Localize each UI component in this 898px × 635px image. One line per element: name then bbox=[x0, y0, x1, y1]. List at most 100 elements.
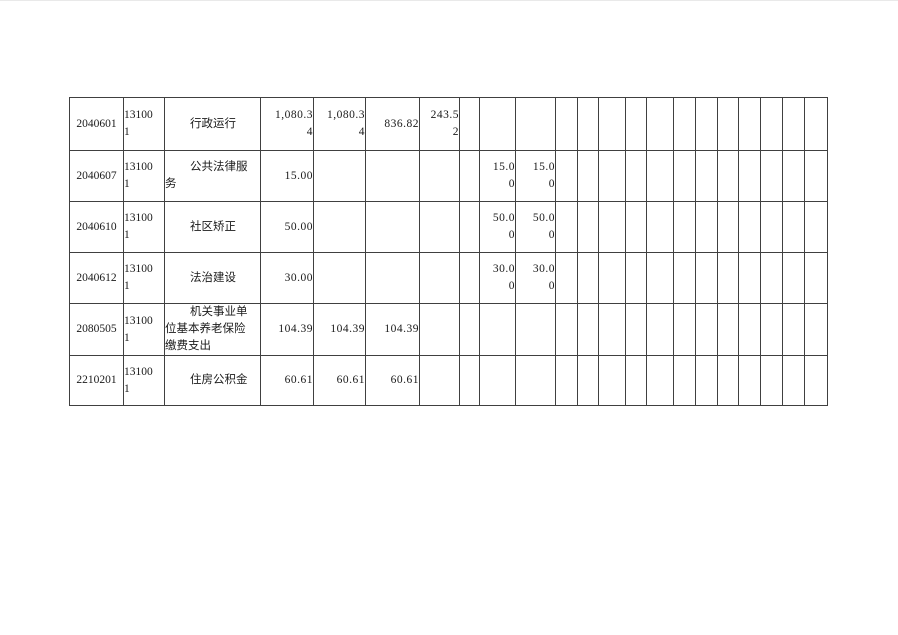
cell-r1-c16 bbox=[673, 97, 696, 151]
cell-line: 2040601 bbox=[76, 117, 117, 130]
cell-r3-c1: 2040610 bbox=[69, 201, 124, 253]
cell-line: 2040607 bbox=[76, 169, 117, 182]
cell-line: 0 bbox=[548, 229, 555, 241]
cell-r3-c5 bbox=[313, 201, 366, 253]
cell-line: 行政运行 bbox=[190, 117, 236, 130]
cell-r3-c8 bbox=[459, 201, 480, 253]
cell-r1-c3: 行政运行 bbox=[164, 97, 261, 151]
cell-r4-c13 bbox=[598, 252, 626, 304]
cell-r2-c8 bbox=[459, 150, 480, 202]
cell-r3-c7 bbox=[419, 201, 460, 253]
cell-r4-c6 bbox=[365, 252, 420, 304]
cell-r4-c5 bbox=[313, 252, 366, 304]
cell-line: 13100 bbox=[124, 365, 153, 378]
cell-r4-c12 bbox=[577, 252, 599, 304]
cell-r1-c18 bbox=[717, 97, 739, 151]
cell-line: 13100 bbox=[124, 263, 153, 275]
cell-r6-c18 bbox=[717, 355, 739, 406]
cell-r2-c16 bbox=[673, 150, 696, 202]
cell-r4-c21 bbox=[782, 252, 805, 304]
cell-r5-c5: 104.39 bbox=[313, 303, 366, 356]
cell-r6-c16 bbox=[673, 355, 696, 406]
cell-line: 1 bbox=[124, 178, 130, 190]
cell-r4-c17 bbox=[695, 252, 718, 304]
cell-r3-c20 bbox=[760, 201, 783, 253]
cell-r2-c13 bbox=[598, 150, 626, 202]
table-row: 2040610 13100 1 社区矫正 50.00 50.0 0 50.0 0 bbox=[69, 201, 828, 253]
cell-r4-c20 bbox=[760, 252, 783, 304]
cell-r5-c16 bbox=[673, 303, 696, 356]
cell-r2-c15 bbox=[646, 150, 674, 202]
cell-r1-c11 bbox=[555, 97, 578, 151]
cell-line: 0 bbox=[548, 178, 555, 190]
cell-r2-c11 bbox=[555, 150, 578, 202]
budget-table: 2040601 13100 1 行政运行 1,080.3 4 1,080.3 4 836.82 2… bbox=[69, 97, 828, 406]
cell-r1-c22 bbox=[804, 97, 828, 151]
cell-line: 0 bbox=[508, 229, 515, 241]
cell-r3-c19 bbox=[738, 201, 761, 253]
cell-r2-c6 bbox=[365, 150, 420, 202]
cell-r4-c8 bbox=[459, 252, 480, 304]
cell-line: 1,080.3 bbox=[327, 109, 365, 121]
cell-r1-c2: 13100 1 bbox=[123, 97, 165, 151]
cell-line: 住房公积金 bbox=[190, 374, 248, 386]
cell-r2-c12 bbox=[577, 150, 599, 202]
cell-line: 0 bbox=[508, 280, 515, 292]
cell-line: 13100 bbox=[124, 109, 153, 121]
cell-r1-c20 bbox=[760, 97, 783, 151]
cell-line: 公共法律服 bbox=[190, 161, 248, 173]
cell-r5-c18 bbox=[717, 303, 739, 356]
cell-r5-c14 bbox=[625, 303, 647, 356]
cell-r3-c9: 50.0 0 bbox=[479, 201, 516, 253]
cell-r1-c21 bbox=[782, 97, 805, 151]
cell-r5-c17 bbox=[695, 303, 718, 356]
cell-r3-c4: 50.00 bbox=[260, 201, 314, 253]
cell-r3-c14 bbox=[625, 201, 647, 253]
cell-r3-c13 bbox=[598, 201, 626, 253]
cell-r5-c12 bbox=[577, 303, 599, 356]
cell-r5-c11 bbox=[555, 303, 578, 356]
cell-r6-c19 bbox=[738, 355, 761, 406]
cell-line: 50.00 bbox=[284, 220, 313, 233]
cell-r3-c15 bbox=[646, 201, 674, 253]
table-row: 2210201 13100 1 住房公积金 60.61 60.61 60.61 bbox=[69, 355, 828, 406]
cell-line: 15.0 bbox=[492, 161, 515, 173]
cell-r1-c13 bbox=[598, 97, 626, 151]
cell-r3-c11 bbox=[555, 201, 578, 253]
cell-r4-c3: 法治建设 bbox=[164, 252, 261, 304]
cell-r2-c20 bbox=[760, 150, 783, 202]
cell-r4-c11 bbox=[555, 252, 578, 304]
cell-r3-c17 bbox=[695, 201, 718, 253]
cell-r6-c15 bbox=[646, 355, 674, 406]
cell-line: 位基本养老保险 bbox=[165, 323, 246, 335]
cell-r3-c6 bbox=[365, 201, 420, 253]
cell-r6-c20 bbox=[760, 355, 783, 406]
cell-r4-c14 bbox=[625, 252, 647, 304]
table-row: 2040601 13100 1 行政运行 1,080.3 4 1,080.3 4 836.82 2… bbox=[69, 97, 828, 151]
cell-line: 1,080.3 bbox=[275, 109, 313, 121]
cell-r4-c4: 30.00 bbox=[260, 252, 314, 304]
cell-r6-c4: 60.61 bbox=[260, 355, 314, 406]
cell-line: 2080505 bbox=[76, 323, 117, 335]
cell-r5-c10 bbox=[515, 303, 556, 356]
cell-r2-c21 bbox=[782, 150, 805, 202]
cell-line: 1 bbox=[124, 382, 130, 395]
cell-r4-c18 bbox=[717, 252, 739, 304]
cell-r6-c10 bbox=[515, 355, 556, 406]
cell-r5-c21 bbox=[782, 303, 805, 356]
cell-r6-c2: 13100 1 bbox=[123, 355, 165, 406]
cell-line: 2040612 bbox=[76, 271, 117, 284]
cell-r5-c15 bbox=[646, 303, 674, 356]
cell-line: 60.61 bbox=[284, 374, 313, 386]
cell-line: 13100 bbox=[124, 161, 153, 173]
cell-line: 机关事业单 bbox=[190, 306, 248, 318]
cell-r3-c10: 50.0 0 bbox=[515, 201, 556, 253]
cell-r4-c2: 13100 1 bbox=[123, 252, 165, 304]
cell-r6-c6: 60.61 bbox=[365, 355, 420, 406]
cell-r1-c6: 836.82 bbox=[365, 97, 420, 151]
cell-line: 104.39 bbox=[384, 323, 419, 335]
cell-line: 836.82 bbox=[384, 117, 419, 130]
cell-r1-c12 bbox=[577, 97, 599, 151]
cell-r4-c22 bbox=[804, 252, 828, 304]
